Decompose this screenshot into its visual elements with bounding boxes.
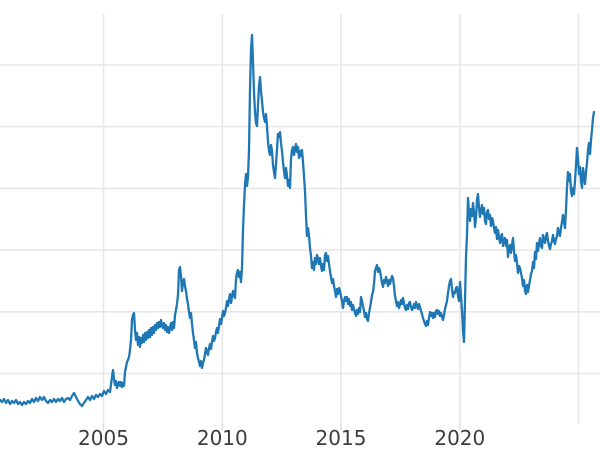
x-tick-label: 2015 [316,426,367,450]
x-tick-label: 2010 [197,426,248,450]
data-series-polyline [0,33,596,408]
series-line [0,33,596,408]
x-tick-label: 2020 [434,426,485,450]
gridlines [0,14,600,424]
x-axis-tick-labels: 2005 2010 2015 2020 [78,426,485,450]
x-axis-ticks [102,424,461,430]
x-tick-label: 2005 [78,426,129,450]
